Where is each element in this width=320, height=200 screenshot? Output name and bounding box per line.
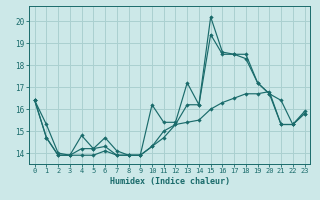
X-axis label: Humidex (Indice chaleur): Humidex (Indice chaleur)	[109, 177, 229, 186]
